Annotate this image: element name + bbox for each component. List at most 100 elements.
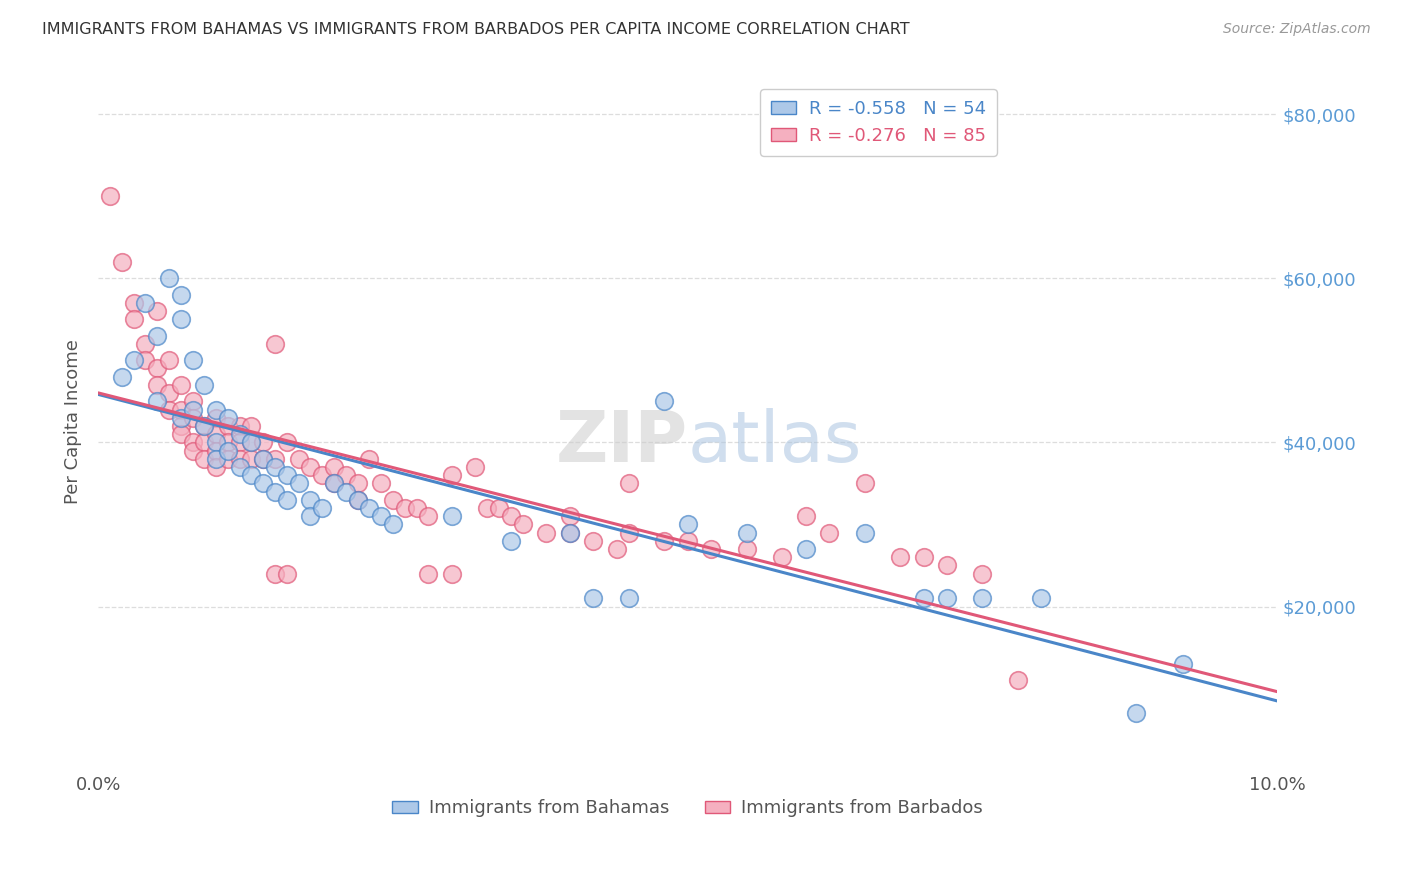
Point [323, 460, 346, 475]
Point [912, 550, 935, 565]
Point [217, 451, 239, 466]
Point [606, 542, 628, 557]
Text: ZIP: ZIP [555, 409, 688, 477]
Point [205, 402, 228, 417]
Point [558, 509, 581, 524]
Point [405, 501, 427, 516]
Point [488, 501, 510, 516]
Point [205, 443, 228, 458]
Point [1171, 657, 1194, 671]
Point [418, 566, 440, 581]
Point [181, 435, 204, 450]
Point [122, 353, 145, 368]
Point [889, 550, 911, 565]
Point [770, 550, 793, 565]
Point [735, 542, 758, 557]
Point [146, 361, 169, 376]
Point [440, 509, 463, 524]
Point [240, 451, 263, 466]
Point [276, 566, 298, 581]
Point [205, 435, 228, 450]
Point [252, 451, 274, 466]
Point [111, 254, 134, 268]
Point [193, 435, 215, 450]
Point [181, 394, 204, 409]
Point [912, 591, 935, 606]
Point [440, 566, 463, 581]
Point [558, 525, 581, 540]
Point [122, 312, 145, 326]
Point [264, 451, 287, 466]
Point [276, 435, 298, 450]
Point [534, 525, 557, 540]
Text: atlas: atlas [688, 409, 862, 477]
Point [394, 501, 416, 516]
Point [240, 435, 263, 450]
Point [512, 517, 534, 532]
Point [617, 525, 640, 540]
Point [276, 492, 298, 507]
Point [652, 394, 675, 409]
Point [700, 542, 723, 557]
Legend: Immigrants from Bahamas, Immigrants from Barbados: Immigrants from Bahamas, Immigrants from… [385, 792, 990, 824]
Point [299, 492, 322, 507]
Point [287, 476, 309, 491]
Point [146, 394, 169, 409]
Point [205, 451, 228, 466]
Point [311, 501, 333, 516]
Point [558, 525, 581, 540]
Point [370, 476, 392, 491]
Point [335, 468, 357, 483]
Point [205, 410, 228, 425]
Point [122, 295, 145, 310]
Point [264, 336, 287, 351]
Point [582, 591, 605, 606]
Point [146, 328, 169, 343]
Point [157, 353, 180, 368]
Point [228, 460, 250, 475]
Point [170, 410, 193, 425]
Point [499, 509, 522, 524]
Point [111, 369, 134, 384]
Point [217, 410, 239, 425]
Point [477, 501, 499, 516]
Point [205, 460, 228, 475]
Point [617, 476, 640, 491]
Point [359, 451, 381, 466]
Point [146, 304, 169, 318]
Point [134, 295, 156, 310]
Point [652, 533, 675, 548]
Point [794, 542, 817, 557]
Point [676, 533, 699, 548]
Point [617, 591, 640, 606]
Point [418, 509, 440, 524]
Y-axis label: Per Capita Income: Per Capita Income [65, 339, 82, 504]
Point [346, 492, 368, 507]
Point [157, 271, 180, 285]
Point [170, 402, 193, 417]
Point [1007, 673, 1029, 688]
Point [181, 402, 204, 417]
Point [193, 419, 215, 434]
Point [381, 517, 404, 532]
Point [276, 468, 298, 483]
Point [170, 312, 193, 326]
Point [264, 566, 287, 581]
Point [299, 509, 322, 524]
Point [252, 435, 274, 450]
Point [170, 419, 193, 434]
Point [311, 468, 333, 483]
Point [676, 517, 699, 532]
Point [252, 451, 274, 466]
Point [146, 378, 169, 392]
Point [193, 378, 215, 392]
Point [134, 353, 156, 368]
Point [228, 435, 250, 450]
Point [264, 460, 287, 475]
Point [134, 336, 156, 351]
Point [217, 435, 239, 450]
Point [794, 509, 817, 524]
Point [181, 353, 204, 368]
Point [170, 287, 193, 301]
Point [464, 460, 486, 475]
